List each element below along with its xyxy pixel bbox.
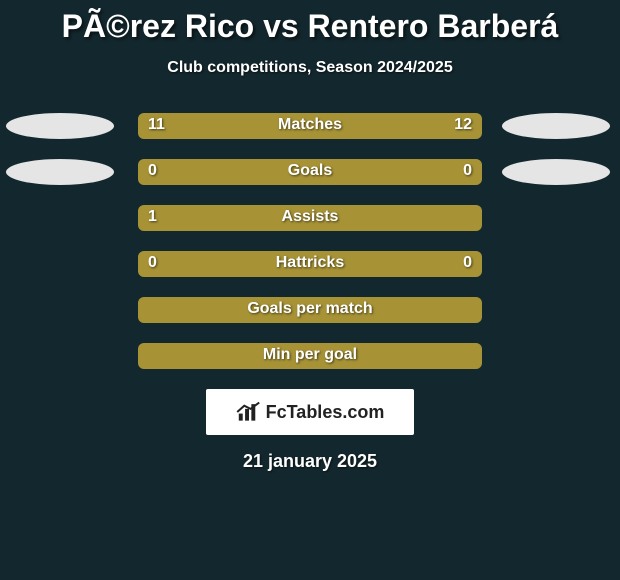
stat-value-right: 12 <box>454 116 472 134</box>
stat-row: 00Goals <box>0 159 620 185</box>
stat-bar <box>138 113 482 139</box>
stat-bar <box>138 205 482 231</box>
chart-icon <box>236 401 262 423</box>
right-marker <box>502 159 610 185</box>
left-marker <box>6 159 114 185</box>
page-subtitle: Club competitions, Season 2024/2025 <box>0 59 620 77</box>
stat-row: Min per goal <box>0 343 620 369</box>
stat-value-left: 1 <box>148 208 157 226</box>
stats-container: 1112Matches00Goals1Assists00HattricksGoa… <box>0 113 620 369</box>
stat-value-right: 0 <box>463 254 472 272</box>
footer-date: 21 january 2025 <box>0 451 620 472</box>
page-title: PÃ©rez Rico vs Rentero Barberá <box>0 0 620 45</box>
stat-value-right: 0 <box>463 162 472 180</box>
stat-bar <box>138 343 482 369</box>
stat-value-left: 0 <box>148 254 157 272</box>
stat-value-left: 0 <box>148 162 157 180</box>
stat-bar <box>138 251 482 277</box>
footer-brand-text: FcTables.com <box>266 402 385 423</box>
stat-bar <box>138 159 482 185</box>
stat-row: 00Hattricks <box>0 251 620 277</box>
stat-bar <box>138 297 482 323</box>
stat-row: Goals per match <box>0 297 620 323</box>
left-marker <box>6 113 114 139</box>
stat-row: 1112Matches <box>0 113 620 139</box>
footer-brand-box: FcTables.com <box>206 389 414 435</box>
right-marker <box>502 113 610 139</box>
stat-value-left: 11 <box>148 116 165 134</box>
stat-row: 1Assists <box>0 205 620 231</box>
